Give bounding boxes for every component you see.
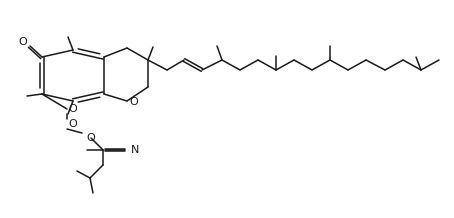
Text: O: O: [130, 97, 138, 107]
Text: O: O: [86, 133, 95, 143]
Text: O: O: [19, 37, 27, 47]
Text: O: O: [68, 104, 77, 114]
Text: O: O: [68, 119, 77, 129]
Text: N: N: [131, 145, 139, 155]
